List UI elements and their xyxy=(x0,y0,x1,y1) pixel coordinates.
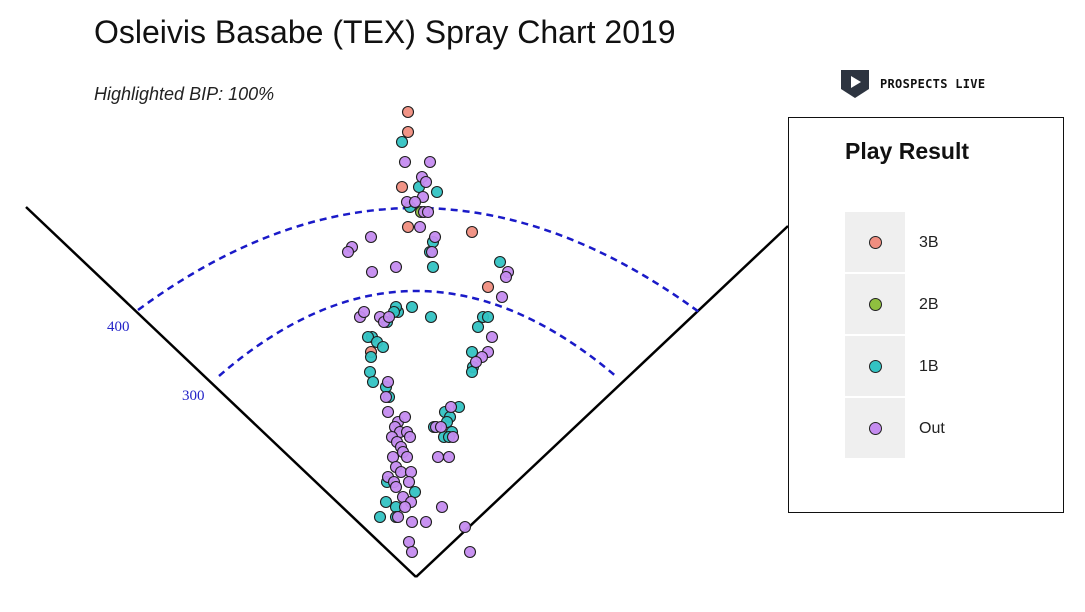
point-out[interactable] xyxy=(495,290,509,304)
point-1b[interactable] xyxy=(481,310,495,324)
point-3b[interactable] xyxy=(481,280,495,294)
point-out[interactable] xyxy=(391,510,405,524)
point-out[interactable] xyxy=(405,515,419,529)
point-out[interactable] xyxy=(463,545,477,559)
legend-label-3b: 3B xyxy=(919,234,939,251)
point-out[interactable] xyxy=(389,480,403,494)
point-out[interactable] xyxy=(341,245,355,259)
point-1b[interactable] xyxy=(408,485,422,499)
legend-swatch-1b xyxy=(869,360,882,373)
point-1b[interactable] xyxy=(426,260,440,274)
point-1b[interactable] xyxy=(424,310,438,324)
point-out[interactable] xyxy=(408,195,422,209)
point-out[interactable] xyxy=(381,405,395,419)
point-1b[interactable] xyxy=(373,510,387,524)
point-1b[interactable] xyxy=(361,330,375,344)
distance-arcs xyxy=(137,206,700,379)
legend-label-1b: 1B xyxy=(919,358,939,375)
legend-item-2b[interactable] xyxy=(845,274,905,334)
legend-swatch-out xyxy=(869,422,882,435)
point-1b[interactable] xyxy=(465,365,479,379)
point-out[interactable] xyxy=(400,450,414,464)
point-out[interactable] xyxy=(394,465,408,479)
batted-ball-points xyxy=(341,105,515,559)
point-out[interactable] xyxy=(442,450,456,464)
right-foul-line xyxy=(415,225,789,578)
field-lines xyxy=(25,206,789,578)
point-1b[interactable] xyxy=(471,320,485,334)
point-out[interactable] xyxy=(402,475,416,489)
brand-logo: PROSPECTS LIVE xyxy=(840,69,985,99)
point-3b[interactable] xyxy=(395,180,409,194)
point-1b[interactable] xyxy=(379,495,393,509)
point-out[interactable] xyxy=(379,390,393,404)
point-out[interactable] xyxy=(402,535,416,549)
play-shield-icon xyxy=(841,70,869,98)
distance-label-400: 400 xyxy=(107,319,130,335)
point-out[interactable] xyxy=(419,175,433,189)
legend-item-out[interactable] xyxy=(845,398,905,458)
legend-label-2b: 2B xyxy=(919,296,939,313)
point-out[interactable] xyxy=(357,305,371,319)
point-out[interactable] xyxy=(389,260,403,274)
point-out[interactable] xyxy=(421,205,435,219)
point-out[interactable] xyxy=(365,265,379,279)
chart-subtitle: Highlighted BIP: 100% xyxy=(94,84,275,104)
point-1b[interactable] xyxy=(493,255,507,269)
legend: Play Result 3B 2B 1B Out xyxy=(788,117,1064,513)
point-out[interactable] xyxy=(431,450,445,464)
point-out[interactable] xyxy=(458,520,472,534)
point-out[interactable] xyxy=(398,155,412,169)
brand-name: PROSPECTS LIVE xyxy=(880,77,986,91)
distance-label-300: 300 xyxy=(182,388,205,404)
point-out[interactable] xyxy=(398,500,412,514)
point-out[interactable] xyxy=(413,220,427,234)
point-out[interactable] xyxy=(435,500,449,514)
point-1b[interactable] xyxy=(465,345,479,359)
point-out[interactable] xyxy=(485,330,499,344)
chart-title: Osleivis Basabe (TEX) Spray Chart 2019 xyxy=(94,14,676,50)
point-1b[interactable] xyxy=(405,300,419,314)
point-out[interactable] xyxy=(469,355,483,369)
point-out[interactable] xyxy=(425,245,439,259)
legend-label-out: Out xyxy=(919,420,945,437)
legend-item-3b[interactable] xyxy=(845,212,905,272)
legend-swatch-3b xyxy=(869,236,882,249)
point-out[interactable] xyxy=(428,230,442,244)
point-out[interactable] xyxy=(446,430,460,444)
left-foul-line xyxy=(25,206,417,578)
point-out[interactable] xyxy=(398,410,412,424)
distance-arc-300 xyxy=(218,289,619,379)
point-1b[interactable] xyxy=(364,350,378,364)
point-3b[interactable] xyxy=(401,220,415,234)
point-3b[interactable] xyxy=(465,225,479,239)
legend-title: Play Result xyxy=(845,138,969,164)
point-out[interactable] xyxy=(382,310,396,324)
point-1b[interactable] xyxy=(376,340,390,354)
point-out[interactable] xyxy=(364,230,378,244)
legend-swatch-2b xyxy=(869,298,882,311)
point-out[interactable] xyxy=(403,430,417,444)
point-out[interactable] xyxy=(404,465,418,479)
point-out[interactable] xyxy=(499,270,513,284)
point-1b[interactable] xyxy=(363,365,377,379)
point-out[interactable] xyxy=(444,400,458,414)
legend-item-1b[interactable] xyxy=(845,336,905,396)
point-out[interactable] xyxy=(386,450,400,464)
point-3b[interactable] xyxy=(401,125,415,139)
point-out[interactable] xyxy=(419,515,433,529)
distance-labels: 300 400 xyxy=(107,319,205,404)
point-3b[interactable] xyxy=(401,105,415,119)
point-1b[interactable] xyxy=(366,375,380,389)
point-1b[interactable] xyxy=(430,185,444,199)
point-out[interactable] xyxy=(381,375,395,389)
point-out[interactable] xyxy=(434,420,448,434)
point-out[interactable] xyxy=(423,155,437,169)
point-1b[interactable] xyxy=(395,135,409,149)
point-out[interactable] xyxy=(405,545,419,559)
